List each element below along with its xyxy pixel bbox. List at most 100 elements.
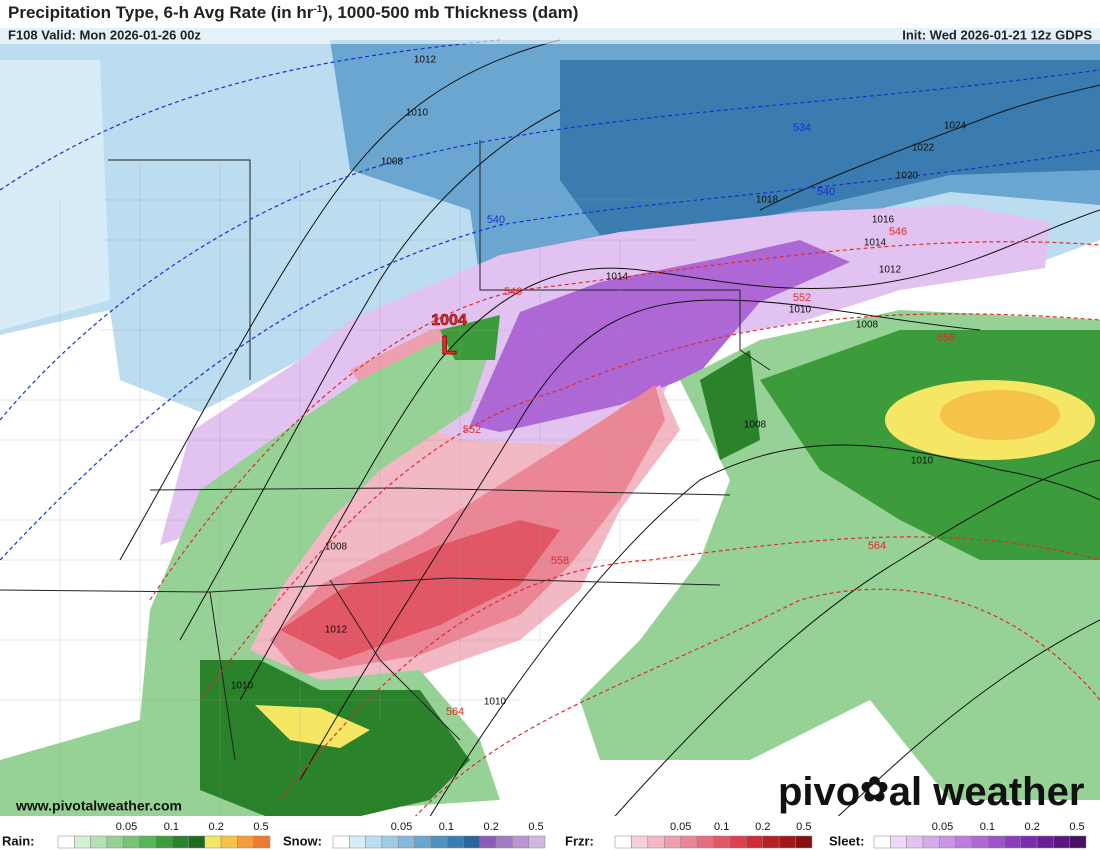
legend-swatch bbox=[778, 835, 796, 849]
title-part: Precipitation Type, 6-h Avg Rate (in hr bbox=[8, 3, 314, 22]
isobars-shape bbox=[599, 459, 1100, 834]
header-shape bbox=[0, 28, 1100, 44]
init-time: Init: Wed 2026-01-21 12z GDPS bbox=[902, 27, 1092, 42]
valid-time: F108 Valid: Mon 2026-01-26 00z bbox=[8, 27, 201, 42]
legend-tick: 0.5 bbox=[253, 821, 268, 833]
legend-swatch bbox=[155, 835, 173, 849]
legend-tick: 0.1 bbox=[439, 821, 454, 833]
legend-swatch bbox=[1053, 835, 1070, 849]
legend-swatch bbox=[204, 835, 222, 849]
county-borders-shape bbox=[59, 160, 621, 833]
warm-thickness-lines-shape bbox=[279, 536, 1100, 801]
isobars-shape bbox=[179, 109, 561, 641]
legend-tick: 0.5 bbox=[1069, 821, 1084, 833]
county-borders bbox=[0, 160, 700, 833]
legend-tick: 0.1 bbox=[980, 821, 995, 833]
warm-thickness-lines-shape bbox=[149, 241, 1100, 601]
cold-thickness-lines-shape bbox=[0, 149, 1100, 561]
thickness-label: 540 bbox=[817, 186, 835, 198]
isobar-label: 1020 bbox=[896, 171, 919, 182]
legend-tick: 0.2 bbox=[1025, 821, 1040, 833]
isobar-label: 1008 bbox=[325, 542, 348, 553]
legend-swatch bbox=[139, 835, 157, 849]
legend-swatch bbox=[188, 835, 206, 849]
state-borders-shape bbox=[209, 591, 236, 761]
thickness-label: 558 bbox=[551, 555, 569, 567]
thickness-label: 552 bbox=[793, 292, 811, 304]
isobar-label: 1008 bbox=[744, 420, 767, 431]
thickness-label: 540 bbox=[487, 214, 505, 226]
legend-swatch bbox=[74, 835, 91, 849]
legend-tick: 0.1 bbox=[164, 821, 179, 833]
legend-tick: 0.2 bbox=[755, 821, 770, 833]
legend-swatch bbox=[414, 835, 432, 849]
title-superscript: -1 bbox=[313, 4, 322, 15]
watermark: www.pivotalweather.com pivo✿al weather bbox=[15, 770, 1084, 814]
freezing-rain-area-shape bbox=[280, 520, 560, 660]
legend-swatch bbox=[237, 835, 254, 849]
legend-swatch bbox=[873, 835, 891, 849]
heavy-rain-area bbox=[255, 380, 1095, 748]
legend-swatch bbox=[890, 835, 907, 849]
legend-swatch bbox=[90, 835, 108, 849]
isobar-label: 1018 bbox=[756, 195, 779, 206]
snow-area-shape bbox=[0, 60, 110, 330]
legend-tick: 0.1 bbox=[714, 821, 729, 833]
legend-swatch bbox=[397, 835, 415, 849]
legend-swatch bbox=[332, 835, 350, 849]
isobar-label: 1024 bbox=[944, 121, 967, 132]
low-pressure: 1004 bbox=[431, 312, 467, 329]
logo-part: al weather bbox=[889, 770, 1085, 814]
isobar-label: 1014 bbox=[606, 272, 629, 283]
thickness-label: 546 bbox=[889, 226, 907, 238]
legend-swatch bbox=[614, 835, 632, 849]
watermark-url: www.pivotalweather.com bbox=[15, 798, 182, 814]
legend-swatch bbox=[57, 835, 75, 849]
legend-label: Snow: bbox=[283, 833, 322, 848]
legend-swatch bbox=[479, 835, 497, 849]
isobar-label: 1008 bbox=[856, 320, 879, 331]
warm-thickness-lines bbox=[149, 241, 1100, 834]
heavy-rain-area-shape bbox=[255, 705, 370, 748]
legend-tick: 0.5 bbox=[528, 821, 543, 833]
thickness-label: 564 bbox=[868, 540, 886, 552]
legend-swatch bbox=[680, 835, 698, 849]
header: Precipitation Type, 6-h Avg Rate (in hr-… bbox=[0, 0, 1100, 44]
legend-tick: 0.05 bbox=[670, 821, 691, 833]
legend-tick: 0.5 bbox=[796, 821, 811, 833]
cold-thickness-lines bbox=[0, 39, 1100, 561]
isobar-label: 1014 bbox=[864, 238, 887, 249]
legend-swatch bbox=[729, 835, 747, 849]
thickness-label: 534 bbox=[793, 122, 811, 134]
legend-swatch bbox=[381, 835, 399, 849]
legend-swatch bbox=[922, 835, 940, 849]
isobar-label: 1012 bbox=[325, 625, 348, 636]
legend-label: Frzr: bbox=[565, 833, 594, 848]
legend-swatch bbox=[987, 835, 1005, 849]
legend-swatch bbox=[1036, 835, 1054, 849]
isobar-label: 1012 bbox=[879, 265, 902, 276]
isobar-label: 1010 bbox=[911, 456, 934, 467]
legend-label: Sleet: bbox=[829, 833, 864, 848]
legend-swatch bbox=[647, 835, 665, 849]
legend-swatch bbox=[446, 835, 464, 849]
isobar-label: 1022 bbox=[912, 143, 935, 154]
legend-swatch bbox=[512, 835, 529, 849]
thickness-label: 558 bbox=[937, 332, 955, 344]
legend-tick: 0.2 bbox=[484, 821, 499, 833]
sleet-area bbox=[160, 205, 1050, 545]
county-borders-shape bbox=[0, 199, 700, 701]
isobars-shape bbox=[819, 619, 1100, 834]
logo-part: pivo bbox=[778, 770, 860, 814]
legend-tick: 0.05 bbox=[932, 821, 953, 833]
isobars-shape bbox=[299, 299, 981, 781]
legend-swatch bbox=[528, 835, 546, 849]
legend-tick: 0.05 bbox=[116, 821, 137, 833]
thickness-label: 552 bbox=[463, 424, 481, 436]
isobars-shape bbox=[419, 444, 1100, 834]
legend-swatch bbox=[713, 835, 731, 849]
snow-area-shape bbox=[560, 60, 1100, 235]
low-symbol: L bbox=[441, 330, 457, 360]
legend-swatch bbox=[1020, 835, 1038, 849]
